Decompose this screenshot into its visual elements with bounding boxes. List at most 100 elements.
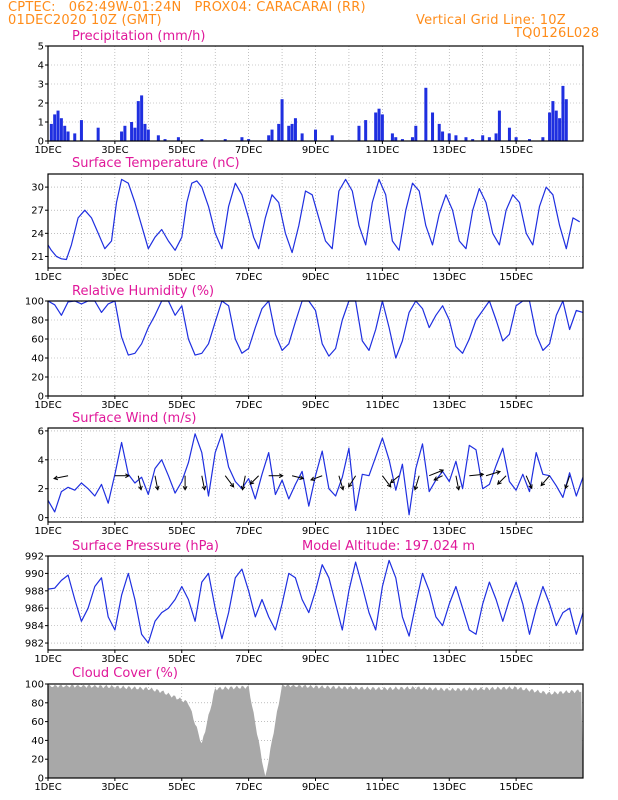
wind-arrow-head: [540, 481, 546, 487]
precip-bar: [123, 125, 127, 141]
wind-direction-arrow: [390, 475, 400, 484]
wind-direction-arrow: [497, 475, 507, 485]
wind-direction-arrow: [291, 475, 304, 480]
precip-bar: [377, 108, 381, 141]
precip-xtick-label: 5DEC: [168, 145, 195, 156]
wind-direction-arrow: [201, 475, 206, 490]
rh-ytick-label: 40: [31, 354, 44, 365]
model-code: TQ0126L028: [514, 26, 600, 41]
precip-bar: [364, 120, 368, 141]
precip-frame: [47, 45, 584, 142]
rh-title: Relative Humidity (%): [72, 284, 215, 299]
wind-arrow-head: [240, 485, 246, 491]
wind-arrow-head: [125, 473, 130, 479]
wind-xtick-label: 15DEC: [499, 526, 533, 537]
rh-xtick-label: 15DEC: [499, 400, 533, 411]
precip-bar: [290, 123, 294, 141]
precip-bar: [79, 120, 83, 141]
precip-bar: [454, 135, 458, 141]
station-header: CPTEC: 062:49W-01:24N PROX04: CARACARAI …: [8, 0, 366, 15]
rh-series-line: [47, 300, 584, 359]
precip-bar: [96, 127, 100, 141]
wind-arrow-head: [278, 473, 284, 479]
rh-xtick-label: 5DEC: [168, 400, 195, 411]
cloud-xtick-label: 7DEC: [235, 782, 262, 793]
cloud-ytick-label: 60: [31, 717, 44, 728]
wind-direction-arrow: [525, 475, 533, 489]
precip-bar: [200, 139, 204, 141]
precip-bar: [53, 114, 57, 141]
pressure-ytick-label: 990: [25, 569, 44, 580]
precip-bar: [424, 87, 428, 141]
vertical-grid-note: Vertical Grid Line: 10Z: [416, 13, 566, 28]
precip-bar: [270, 129, 274, 141]
wind-ytick-label: 6: [38, 426, 44, 437]
cloud-xtick-label: 9DEC: [302, 782, 329, 793]
precip-ytick-label: 5: [38, 42, 44, 53]
wind-direction-arrow: [433, 475, 443, 481]
precip-bar: [400, 139, 404, 141]
cloud-ytick-label: 40: [31, 736, 44, 747]
wind-arrow-head: [496, 480, 502, 485]
precip-bar: [63, 125, 67, 141]
temp-ytick-label: 27: [31, 206, 44, 217]
wind-direction-arrow: [564, 475, 571, 489]
precip-bar: [390, 133, 394, 141]
precip-xtick-label: 1DEC: [34, 145, 61, 156]
rh-ytick-label: 0: [38, 392, 44, 403]
wind-arrow-head: [479, 472, 485, 477]
wind-arrow-head: [564, 484, 569, 490]
wind-title: Surface Wind (m/s): [72, 411, 197, 426]
cloud-title: Cloud Cover (%): [72, 666, 178, 681]
precip-ytick-label: 1: [38, 118, 44, 129]
wind-xtick-label: 13DEC: [432, 526, 466, 537]
rh-ytick-label: 20: [31, 373, 44, 384]
precip-bar: [374, 112, 378, 141]
wind-direction-arrow: [310, 475, 323, 481]
precip-xtick-label: 7DEC: [235, 145, 262, 156]
temp-xtick-label: 15DEC: [499, 272, 533, 283]
precip-bar: [497, 110, 501, 141]
precip-bar: [176, 137, 180, 141]
pressure-xtick-label: 5DEC: [168, 654, 195, 665]
wind-arrow-head: [182, 485, 188, 491]
precip-bar: [133, 127, 137, 141]
wind-arrow-head: [299, 475, 305, 481]
wind-direction-arrow: [224, 475, 235, 488]
precip-bar: [49, 123, 53, 141]
precip-bar: [527, 139, 532, 141]
precip-xtick-label: 3DEC: [101, 145, 128, 156]
forecast-date: 01DEC2020 10Z (GMT): [8, 13, 162, 28]
wind-arrow-head: [389, 478, 395, 484]
pressure-frame: [47, 555, 584, 651]
wind-direction-arrow: [154, 475, 159, 490]
precip-ytick-label: 0: [38, 137, 44, 148]
precip-bar: [437, 123, 441, 141]
precip-bar: [56, 110, 60, 141]
pressure-ytick-label: 986: [25, 604, 44, 615]
pressure-xtick-label: 9DEC: [302, 654, 329, 665]
precip-bar: [59, 118, 63, 141]
wind-arrow-head: [229, 482, 235, 488]
wind-xtick-label: 5DEC: [168, 526, 195, 537]
pressure-xtick-label: 3DEC: [101, 654, 128, 665]
precip-bar: [66, 131, 70, 141]
wind-direction-arrow: [455, 475, 460, 490]
precip-bar: [471, 139, 475, 141]
temp-xtick-label: 7DEC: [235, 272, 262, 283]
precip-bar: [558, 118, 562, 141]
pressure-ytick-label: 992: [25, 552, 44, 563]
temp-xtick-label: 3DEC: [101, 272, 128, 283]
precip-bar: [414, 125, 418, 141]
wind-arrow-head: [386, 482, 392, 488]
wind-arrow-head: [201, 485, 207, 491]
precip-title: Precipitation (mm/h): [72, 29, 206, 44]
wind-direction-arrow: [381, 475, 392, 488]
wind-direction-arrow: [485, 471, 501, 477]
wind-arrow-head: [249, 480, 255, 485]
cloud-xtick-label: 5DEC: [168, 782, 195, 793]
pressure-ytick-label: 988: [25, 586, 44, 597]
precip-bar: [330, 135, 334, 141]
precip-bar: [410, 137, 414, 141]
cloud-xtick-label: 11DEC: [366, 782, 400, 793]
